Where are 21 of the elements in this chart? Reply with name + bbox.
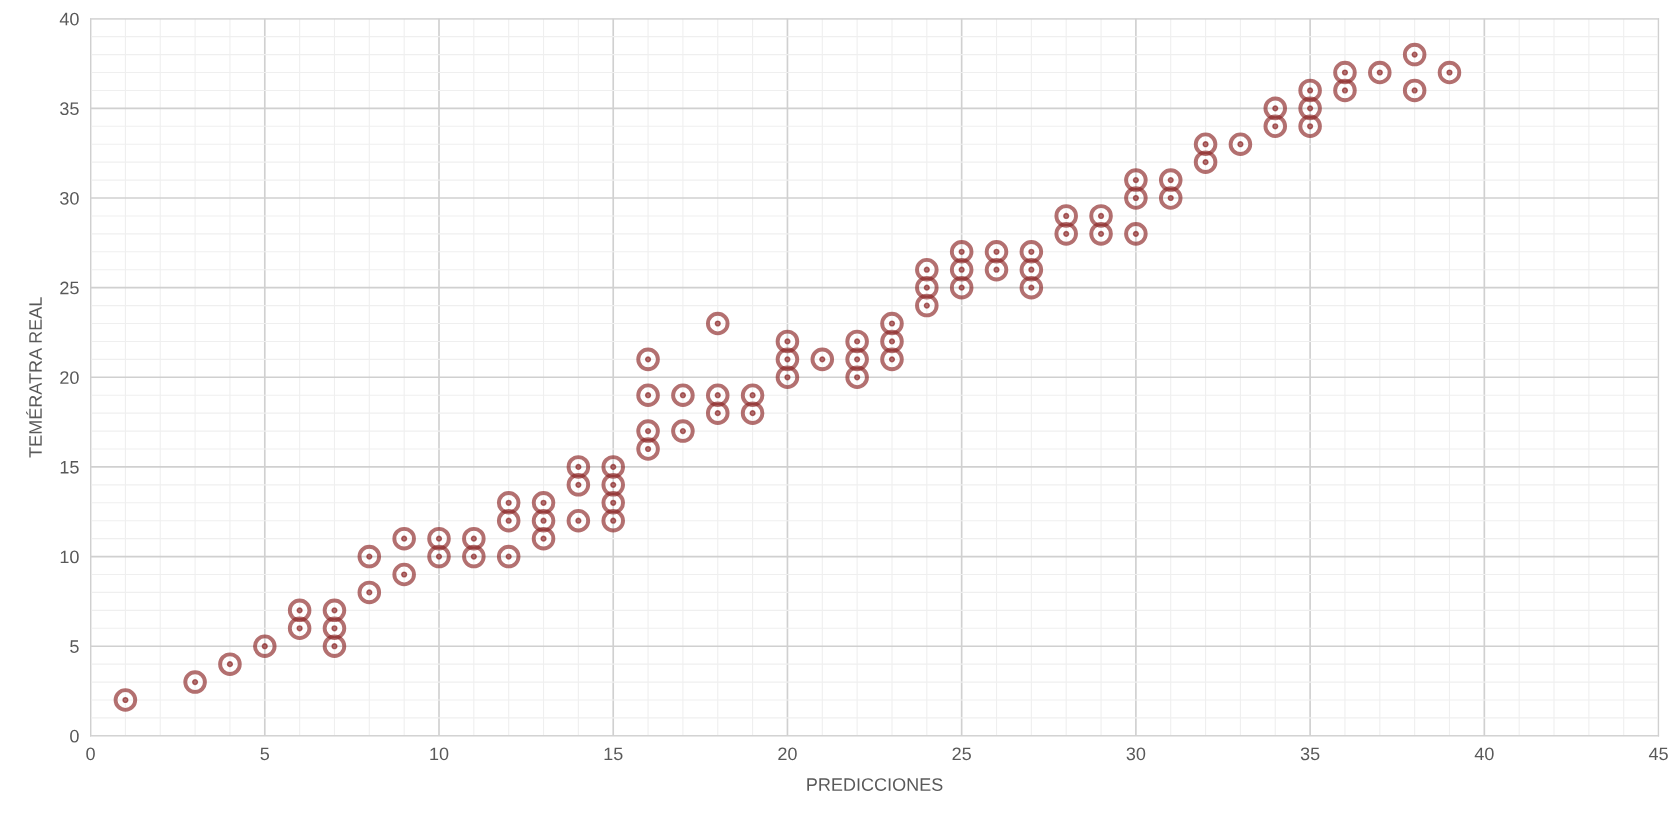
x-tick-label: 35 xyxy=(1300,747,1320,761)
y-tick-label: 5 xyxy=(70,640,79,653)
y-tick-label: 10 xyxy=(60,550,79,564)
x-tick-label: 0 xyxy=(86,747,95,761)
x-tick-label: 10 xyxy=(430,747,449,761)
x-tick-label: 25 xyxy=(952,747,971,761)
y-tick-label: 20 xyxy=(60,371,79,385)
y-tick-label: 0 xyxy=(70,729,79,743)
x-tick-label: 40 xyxy=(1474,747,1494,761)
y-tick-label: 25 xyxy=(60,281,79,295)
x-tick-label: 15 xyxy=(604,747,623,761)
y-tick-label: 35 xyxy=(60,102,79,116)
x-tick-label: 45 xyxy=(1648,747,1668,761)
x-tick-label: 30 xyxy=(1126,747,1146,761)
y-tick-label: 30 xyxy=(60,191,79,205)
x-tick-label: 20 xyxy=(778,747,797,761)
y-tick-label: 15 xyxy=(60,461,79,474)
x-tick-label: 5 xyxy=(260,747,270,761)
x-axis-title: PREDICCIONES xyxy=(807,778,943,791)
y-axis-title: TEMÉRATRA REAL xyxy=(26,297,42,458)
y-tick-label: 40 xyxy=(59,12,79,26)
